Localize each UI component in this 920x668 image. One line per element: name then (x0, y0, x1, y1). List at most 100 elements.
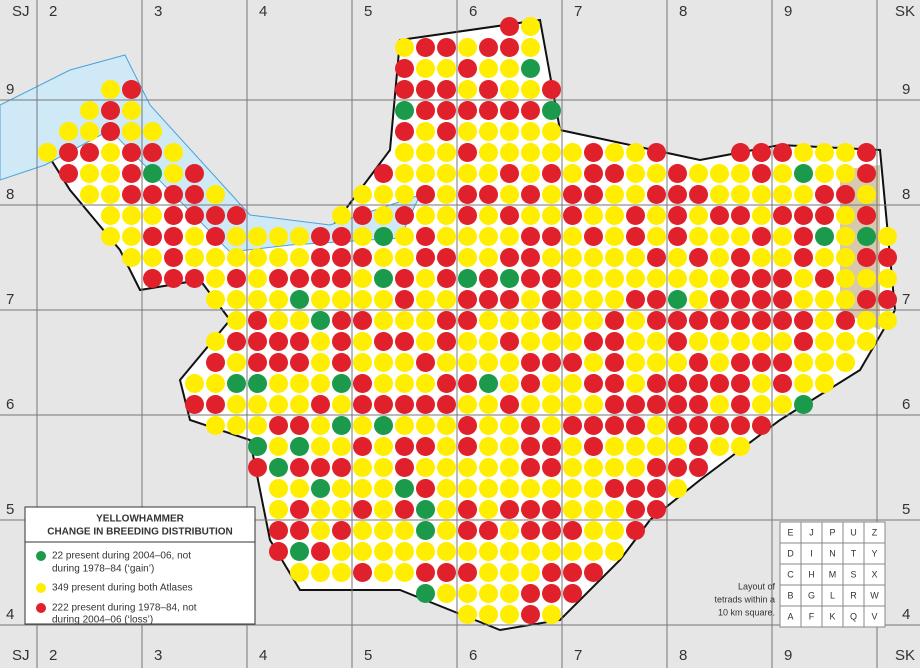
tetrad-dot (563, 332, 582, 351)
tetrad-dot (500, 59, 519, 78)
tetrad-dot (584, 290, 603, 309)
tetrad-dot (752, 185, 771, 204)
tetrad-dot (437, 38, 456, 57)
grid-label: 6 (902, 396, 910, 413)
tetrad-dot (479, 59, 498, 78)
tetrad-dot (311, 479, 330, 498)
grid-label: 9 (784, 647, 792, 664)
tetrad-dot (122, 227, 141, 246)
tetrad-dot (731, 164, 750, 183)
grid-label: 4 (259, 647, 267, 664)
tetrad-dot (437, 248, 456, 267)
tetrad-dot (500, 206, 519, 225)
tetrad-dot (521, 143, 540, 162)
tetrad-dot (290, 353, 309, 372)
tetrad-dot (773, 164, 792, 183)
tetrad-dot (647, 185, 666, 204)
tetrad-dot (311, 395, 330, 414)
tetrad-dot (563, 185, 582, 204)
tetrad-dot (416, 38, 435, 57)
tetrad-dot (353, 206, 372, 225)
tetrad-dot (395, 542, 414, 561)
tetrad-dot (332, 332, 351, 351)
tetrad-dot (80, 101, 99, 120)
tetrad-dot (626, 143, 645, 162)
tetrad-dot (542, 605, 561, 624)
tetrad-dot (206, 416, 225, 435)
tetrad-dot (248, 395, 267, 414)
tetrad-dot (710, 395, 729, 414)
tetrad-dot (395, 458, 414, 477)
tetrad-dot (668, 290, 687, 309)
tetrad-dot (101, 122, 120, 141)
tetrad-dot (416, 395, 435, 414)
tetrad-dot (374, 227, 393, 246)
tetrad-dot (626, 416, 645, 435)
tetrad-dot (374, 206, 393, 225)
tetrad-dot (479, 311, 498, 330)
tetrad-dot (500, 458, 519, 477)
tetrad-dot (395, 185, 414, 204)
tetrad-dot (626, 290, 645, 309)
tetrad-dot (395, 227, 414, 246)
tetrad-dot (479, 101, 498, 120)
tetrad-dot (752, 206, 771, 225)
tetrad-dot (857, 206, 876, 225)
tetrad-dot (500, 332, 519, 351)
tetrad-dot (290, 542, 309, 561)
tetrad-dot (248, 374, 267, 393)
tetrad-dot (731, 269, 750, 288)
tetrad-dot (668, 269, 687, 288)
tetrad-dot (521, 290, 540, 309)
tetrad-dot (542, 416, 561, 435)
tetrad-dot (458, 311, 477, 330)
tetrad-dot (458, 59, 477, 78)
tetrad-dot (500, 290, 519, 309)
tetrad-dot (521, 395, 540, 414)
tetrad-dot (290, 374, 309, 393)
tetrad-dot (626, 332, 645, 351)
tetrad-dot (185, 206, 204, 225)
tetrad-dot (353, 374, 372, 393)
tetrad-dot (332, 374, 351, 393)
tetrad-dot (374, 437, 393, 456)
tetrad-dot (752, 269, 771, 288)
tetrad-dot (605, 164, 624, 183)
tetrad-dot (395, 479, 414, 498)
tetrad-dot (332, 290, 351, 309)
tetrad-dot (500, 164, 519, 183)
tetrad-dot (689, 353, 708, 372)
tetrad-dot (647, 269, 666, 288)
dots (38, 17, 897, 624)
tetrad-dot (752, 332, 771, 351)
tetrad-dot (353, 479, 372, 498)
tetrad-dot (206, 248, 225, 267)
tetrad-dot (752, 395, 771, 414)
tetrad-dot (647, 353, 666, 372)
tetrad-dot (416, 248, 435, 267)
tetrad-dot (521, 38, 540, 57)
tetrad-dot (458, 332, 477, 351)
tetrad-dot (857, 143, 876, 162)
tetrad-dot (122, 185, 141, 204)
tetrad-dot (269, 227, 288, 246)
tetrad-dot (416, 290, 435, 309)
tetrad-dot (248, 248, 267, 267)
tetrad-dot (437, 584, 456, 603)
tetrad-dot (521, 605, 540, 624)
tetrad-dot (794, 374, 813, 393)
tetrad-dot (353, 521, 372, 540)
tetrad-dot (752, 416, 771, 435)
tetrad-dot (311, 269, 330, 288)
tetrad-dot (416, 479, 435, 498)
tetrad-dot (206, 353, 225, 372)
tetrad-dot (479, 395, 498, 414)
tetrad-dot (479, 38, 498, 57)
tetrad-dot (437, 290, 456, 309)
tetrad-dot (206, 395, 225, 414)
tetrad-dot (269, 500, 288, 519)
key-letter: J (809, 527, 814, 537)
tetrad-dot (647, 437, 666, 456)
tetrad-dot (710, 248, 729, 267)
tetrad-dot (815, 353, 834, 372)
